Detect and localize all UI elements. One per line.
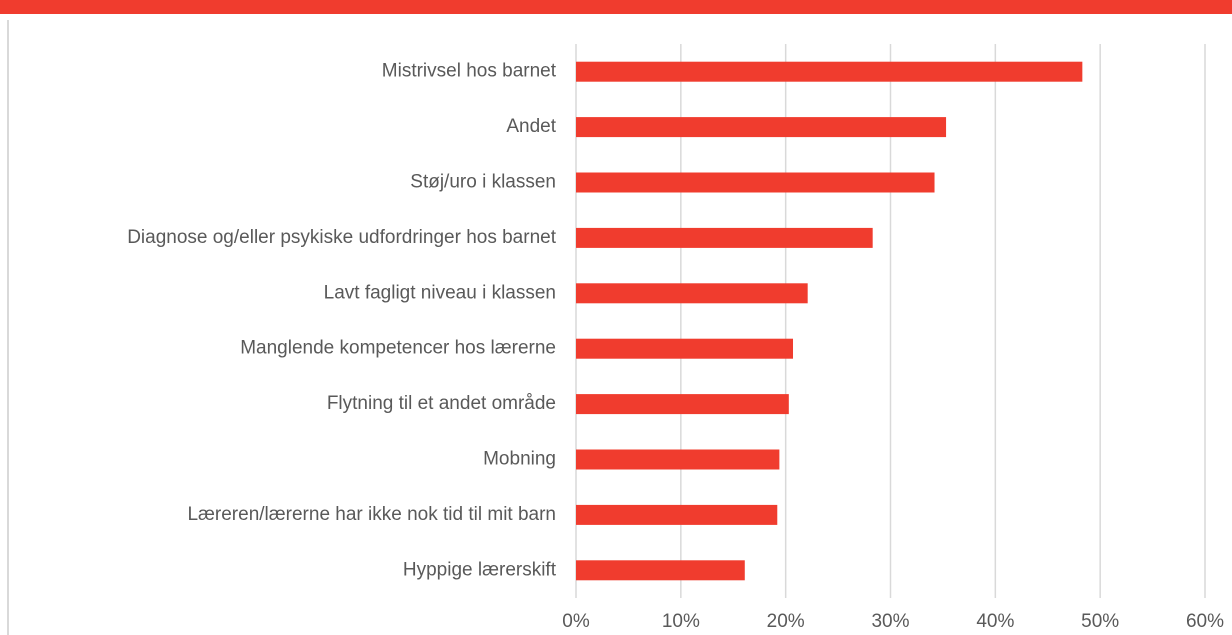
x-tick-label: 0%	[562, 611, 590, 632]
x-tick-label: 10%	[662, 611, 700, 632]
bar	[576, 338, 794, 359]
x-tick-label: 40%	[976, 611, 1014, 632]
x-tick-label: 20%	[767, 611, 805, 632]
bar	[576, 560, 745, 581]
bar	[576, 117, 947, 138]
y-tick-label: Lavt fagligt niveau i klassen	[324, 282, 556, 303]
y-tick-label: Mobning	[483, 449, 556, 470]
y-tick-label: Flytning til et andet område	[327, 393, 556, 414]
y-tick-label: Støj/uro i klassen	[410, 172, 556, 193]
bar	[576, 449, 780, 470]
y-tick-label: Hyppige lærerskift	[403, 559, 557, 580]
x-tick-label: 30%	[871, 611, 909, 632]
top-band	[0, 0, 1232, 14]
x-tick-label: 50%	[1081, 611, 1119, 632]
y-tick-label: Andet	[506, 116, 556, 137]
y-tick-label: Manglende kompetencer hos lærerne	[240, 338, 556, 359]
bar	[576, 394, 789, 415]
bar	[576, 61, 1083, 82]
bar	[576, 227, 873, 248]
bar	[576, 172, 935, 193]
x-tick-label: 60%	[1186, 611, 1224, 632]
y-tick-label: Mistrivsel hos barnet	[382, 61, 557, 82]
bar	[576, 283, 808, 304]
y-tick-label: Læreren/lærerne har ikke nok tid til mit…	[187, 504, 556, 525]
y-tick-label: Diagnose og/eller psykiske udfordringer …	[127, 227, 557, 248]
bar	[576, 504, 778, 525]
